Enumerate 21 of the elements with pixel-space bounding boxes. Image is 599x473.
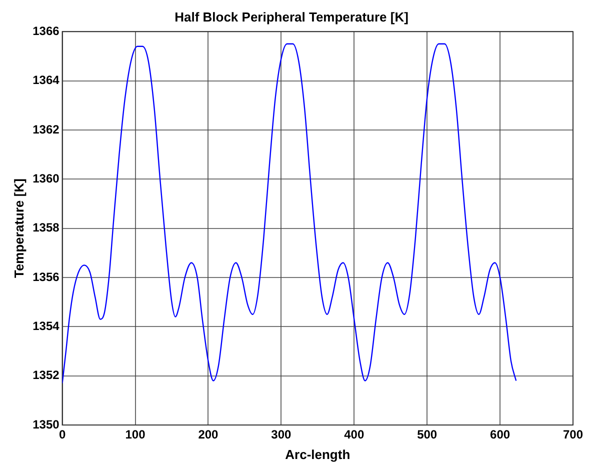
x-tick-label: 0	[58, 428, 66, 442]
y-tick-label: 1356	[32, 270, 60, 284]
x-tick-label: 500	[417, 428, 438, 442]
y-tick-label: 1352	[32, 368, 60, 382]
x-axis-title: Arc-length	[285, 446, 350, 462]
y-axis-title: Temperature [K]	[11, 178, 26, 278]
x-tick-label: 200	[198, 428, 219, 442]
line-series	[62, 43, 517, 384]
x-tick-label: 700	[562, 428, 584, 442]
y-tick-label: 1364	[32, 73, 60, 88]
y-tick-label: 1354	[32, 318, 60, 333]
y-tick-label: 1360	[32, 171, 60, 186]
y-tick-label: 1358	[32, 220, 60, 235]
y-tick-label: 1362	[32, 122, 60, 136]
chart-title: Half Block Peripheral Temperature [K]	[174, 9, 408, 24]
y-tick-label: 1366	[32, 24, 60, 38]
x-tick-label: 300	[271, 428, 292, 442]
x-tick-label: 400	[344, 428, 364, 442]
y-tick-label: 1350	[32, 417, 60, 432]
x-tick-label: 600	[490, 428, 510, 442]
x-tick-label: 100	[125, 428, 146, 442]
